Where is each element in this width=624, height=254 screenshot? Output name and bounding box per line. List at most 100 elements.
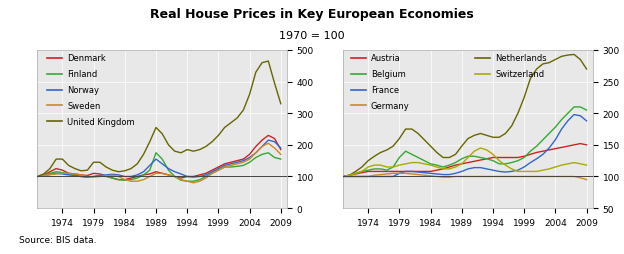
Denmark xyxy=(265,134,272,137)
United Kingdom xyxy=(196,149,203,152)
Denmark xyxy=(40,174,47,177)
Netherlands xyxy=(514,112,522,115)
France xyxy=(477,166,484,169)
Norway xyxy=(252,152,260,155)
United Kingdom xyxy=(208,141,216,144)
Denmark xyxy=(227,161,235,164)
France xyxy=(552,139,559,142)
Austria xyxy=(439,168,447,171)
Germany xyxy=(339,175,347,178)
Switzerland xyxy=(408,161,416,164)
Finland xyxy=(102,175,110,178)
Sweden xyxy=(177,178,185,181)
Norway xyxy=(34,175,41,178)
Austria xyxy=(570,144,578,147)
Austria xyxy=(495,156,503,160)
United Kingdom xyxy=(84,169,91,172)
Text: France: France xyxy=(371,86,399,95)
Germany xyxy=(570,175,578,178)
Netherlands xyxy=(377,151,384,154)
Norway xyxy=(246,156,253,160)
Text: 1970 = 100: 1970 = 100 xyxy=(279,30,345,40)
United Kingdom xyxy=(146,141,154,144)
Netherlands xyxy=(558,56,565,59)
Belgium xyxy=(402,150,409,153)
Finland xyxy=(84,176,91,179)
Austria xyxy=(371,170,378,173)
Text: Denmark: Denmark xyxy=(67,54,106,63)
Denmark xyxy=(65,172,72,175)
Switzerland xyxy=(383,166,391,169)
Sweden xyxy=(90,176,97,179)
Sweden xyxy=(84,175,91,178)
Denmark xyxy=(221,163,228,166)
Netherlands xyxy=(408,128,416,131)
Belgium xyxy=(564,112,572,115)
Denmark xyxy=(246,153,253,156)
Denmark xyxy=(158,172,166,175)
United Kingdom xyxy=(77,170,85,173)
France xyxy=(470,166,478,169)
Finland xyxy=(208,172,216,175)
Netherlands xyxy=(433,151,441,154)
Switzerland xyxy=(495,160,503,163)
Switzerland xyxy=(364,166,372,169)
France xyxy=(421,171,428,174)
Netherlands xyxy=(371,155,378,158)
Austria xyxy=(470,160,478,163)
Norway xyxy=(90,175,97,178)
Germany xyxy=(520,175,528,178)
Line: Switzerland: Switzerland xyxy=(343,148,587,177)
Netherlands xyxy=(577,59,584,62)
Netherlands xyxy=(533,68,540,71)
Netherlands xyxy=(402,128,409,131)
Text: Source: BIS data.: Source: BIS data. xyxy=(19,235,96,244)
Finland xyxy=(77,175,85,178)
Switzerland xyxy=(396,164,403,167)
Belgium xyxy=(477,156,484,160)
Norway xyxy=(84,176,91,179)
Finland xyxy=(171,175,178,178)
Norway xyxy=(102,174,110,177)
Switzerland xyxy=(402,163,409,166)
Austria xyxy=(483,158,490,161)
Line: Austria: Austria xyxy=(343,144,587,177)
Switzerland xyxy=(558,164,565,167)
Sweden xyxy=(246,158,253,161)
United Kingdom xyxy=(171,150,178,153)
France xyxy=(502,171,509,174)
Netherlands xyxy=(458,145,466,148)
Sweden xyxy=(215,169,222,172)
United Kingdom xyxy=(96,161,104,164)
United Kingdom xyxy=(40,173,47,176)
Denmark xyxy=(240,158,247,161)
Switzerland xyxy=(527,170,534,173)
Germany xyxy=(346,175,353,178)
Finland xyxy=(90,175,97,178)
France xyxy=(533,158,540,161)
Norway xyxy=(221,164,228,167)
Germany xyxy=(514,175,522,178)
Germany xyxy=(470,175,478,178)
Netherlands xyxy=(346,174,353,177)
Belgium xyxy=(489,160,497,163)
Norway xyxy=(196,175,203,178)
Finland xyxy=(152,152,160,155)
Austria xyxy=(533,151,540,154)
France xyxy=(446,173,453,177)
Netherlands xyxy=(470,134,478,137)
Germany xyxy=(377,173,384,177)
United Kingdom xyxy=(271,82,278,85)
United Kingdom xyxy=(109,169,116,172)
Netherlands xyxy=(421,139,428,142)
United Kingdom xyxy=(127,167,135,170)
Germany xyxy=(414,173,422,177)
Denmark xyxy=(109,177,116,180)
France xyxy=(570,114,578,117)
France xyxy=(408,170,416,173)
Austria xyxy=(489,156,497,160)
United Kingdom xyxy=(177,152,185,155)
Belgium xyxy=(446,164,453,167)
Finland xyxy=(271,156,278,160)
Line: Denmark: Denmark xyxy=(37,136,281,180)
